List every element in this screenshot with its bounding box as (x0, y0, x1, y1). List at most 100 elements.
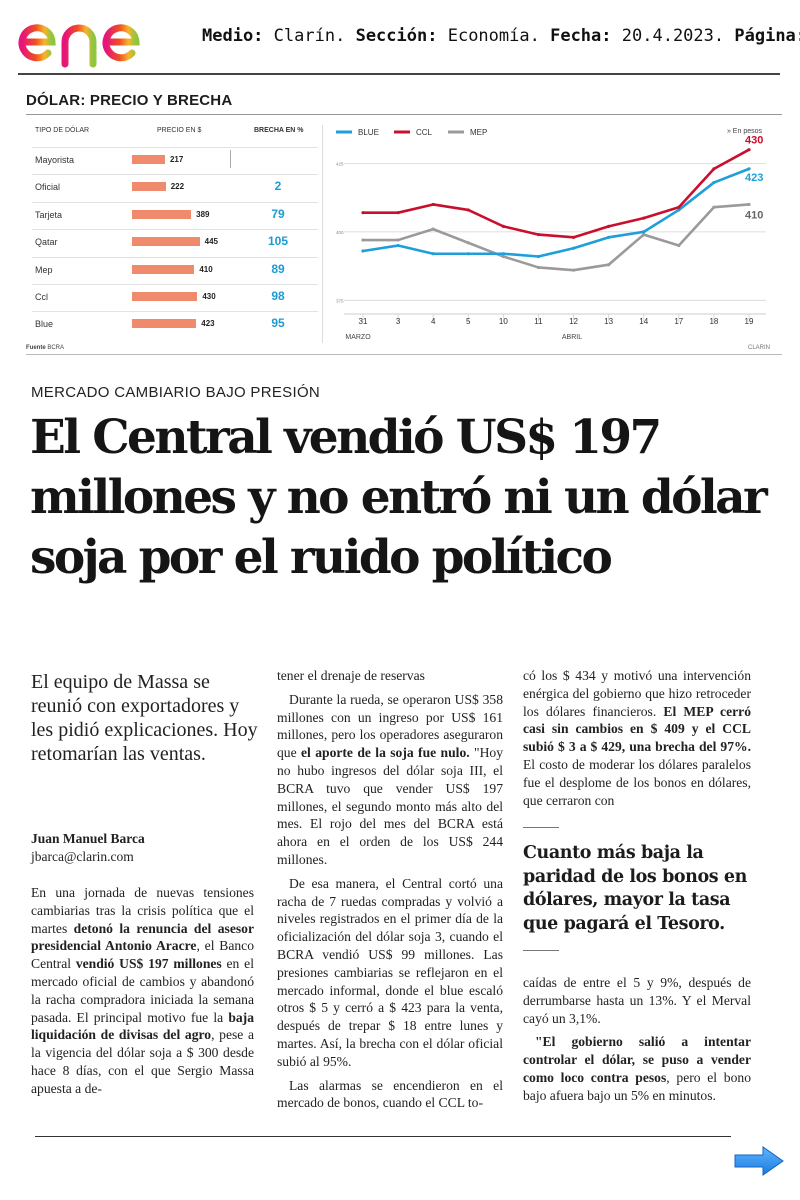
data-point-blue (677, 208, 681, 212)
data-point-blue (712, 180, 716, 185)
dollar-type-label: Ccl (35, 292, 48, 302)
data-point-blue (396, 243, 400, 248)
data-point-blue (536, 254, 541, 259)
table-header-tipo: TIPO DE DÓLAR (35, 127, 90, 134)
table-row-divider (32, 256, 318, 258)
x-tick-label: 19 (745, 317, 754, 326)
data-point-blue (642, 230, 646, 234)
table-row-divider (32, 174, 318, 176)
footer-divider (35, 1136, 731, 1137)
data-point-blue (571, 246, 576, 250)
seccion-label: Sección: (355, 26, 438, 46)
data-point-mep (501, 254, 505, 259)
legend-entry: BLUE (358, 128, 379, 137)
arrow-right-icon[interactable] (733, 1144, 785, 1178)
series-line-ccl (363, 148, 750, 239)
bold-run: detonó la renuncia del asesor presidenci… (31, 920, 254, 954)
data-point-ccl (607, 224, 611, 228)
price-bar (132, 264, 195, 274)
price-bar (132, 319, 197, 329)
text-run: Durante la rueda, se operaron US$ 358 mi… (277, 691, 503, 761)
data-point-ccl (677, 205, 681, 209)
header-divider (18, 73, 780, 75)
chart-source: Fuente BCRA (26, 345, 64, 351)
data-point-ccl (712, 167, 716, 171)
bold-run: baja liquidación de divisas del agro (31, 1009, 254, 1043)
data-point-mep (747, 202, 751, 207)
data-point-mep (536, 265, 541, 270)
chart-credit: CLARIN (748, 345, 771, 351)
price-value: 430 (202, 292, 216, 301)
data-point-ccl (747, 148, 751, 152)
data-point-mep (607, 263, 611, 267)
pullquote-bottom-rule (523, 950, 559, 951)
chart-divider (322, 125, 323, 343)
x-tick-label: 13 (604, 317, 613, 326)
article-headline: El Central vendió US$ 197 millones y no … (30, 410, 768, 585)
bold-run: El MEP cerró casi sin cambios en $ 409 y… (523, 703, 751, 755)
data-point-ccl (466, 208, 470, 212)
author-email: jbarca@clarin.com (31, 849, 134, 864)
chart-title: DÓLAR: PRECIO Y BRECHA (26, 92, 233, 109)
price-bar (132, 182, 166, 192)
x-tick-label: 3 (396, 317, 401, 326)
paragraph: Las alarmas se encendieron en el mercado… (277, 1077, 503, 1111)
fecha-value: 20.4.2023. (621, 26, 725, 46)
brecha-value: 79 (271, 206, 285, 221)
article-column-2: tener el drenaje de reservas Durante la … (277, 667, 503, 1118)
price-value: 423 (201, 319, 215, 329)
dollar-type-label: Blue (35, 319, 54, 330)
paragraph: En una jornada de nuevas tensiones cambi… (31, 884, 254, 1098)
text-run: , el Banco Central (31, 938, 255, 972)
brecha-value: 105 (267, 234, 289, 249)
month-label: ABRIL (562, 334, 582, 341)
data-point-mep (642, 232, 646, 237)
data-point-blue (501, 252, 505, 256)
brecha-value: 98 (271, 289, 285, 303)
article-kicker: MERCADO CAMBIARIO BAJO PRESIÓN (31, 384, 321, 401)
paragraph: caídas de entre el 5 y 9%, después de de… (523, 975, 751, 1026)
dollar-line-chart: 375 400 425 31 3 4 5 10 11 12 13 14 17 18 19 MARZO ABRIL… (336, 128, 766, 341)
paragraph: De esa manera, el Central cortó una rach… (277, 875, 503, 1069)
data-point-mep (396, 238, 400, 242)
price-bar (132, 237, 200, 247)
x-tick-label: 31 (359, 317, 368, 326)
pagina-label: Página: (734, 26, 800, 46)
table-row-divider (32, 229, 318, 231)
data-point-ccl (431, 202, 435, 207)
bold-run: "El gobierno salió a intentar controlar … (523, 1034, 751, 1085)
data-point-mep (712, 205, 716, 209)
paragraph: Durante la rueda, se operaron US$ 358 mi… (277, 691, 503, 869)
chart-bottom-divider (26, 354, 782, 355)
table-row-divider (32, 284, 318, 285)
data-point-mep (361, 238, 365, 242)
table-separator (230, 150, 231, 168)
price-value: 217 (169, 155, 184, 164)
x-tick-label: 12 (569, 317, 578, 326)
fecha-label: Fecha: (550, 26, 612, 46)
dollar-type-label: Oficial (35, 182, 61, 193)
data-point-mep (431, 227, 435, 231)
pullquote-top-rule (523, 827, 559, 828)
table-row-divider (32, 311, 318, 313)
bold-run: el aporte de la soja fue nulo. (301, 745, 470, 761)
unit-note: » En pesos (727, 128, 763, 135)
x-tick-label: 18 (709, 317, 718, 326)
seccion-value: Economía. (447, 26, 540, 46)
y-tick-label: 375 (336, 298, 344, 303)
month-label: MARZO (345, 334, 371, 341)
bold-run: vendió US$ 197 millones (75, 956, 222, 972)
data-point-mep (677, 243, 681, 248)
table-row-divider (32, 201, 318, 203)
data-point-mep (571, 268, 576, 272)
data-point-blue (361, 249, 365, 253)
paragraph: "El gobierno salió a intentar controlar … (523, 1033, 751, 1104)
data-point-ccl (361, 211, 365, 215)
text-run: , pero el bono bajo afuera bajo un 5% en… (523, 1069, 751, 1103)
article-column-1: En una jornada de nuevas tensiones cambi… (31, 884, 254, 1104)
brecha-value: 89 (271, 261, 285, 276)
price-value: 410 (199, 264, 213, 274)
x-tick-label: 11 (534, 317, 543, 326)
medio-label: Medio: (202, 26, 264, 46)
brecha-value: 95 (271, 316, 285, 331)
